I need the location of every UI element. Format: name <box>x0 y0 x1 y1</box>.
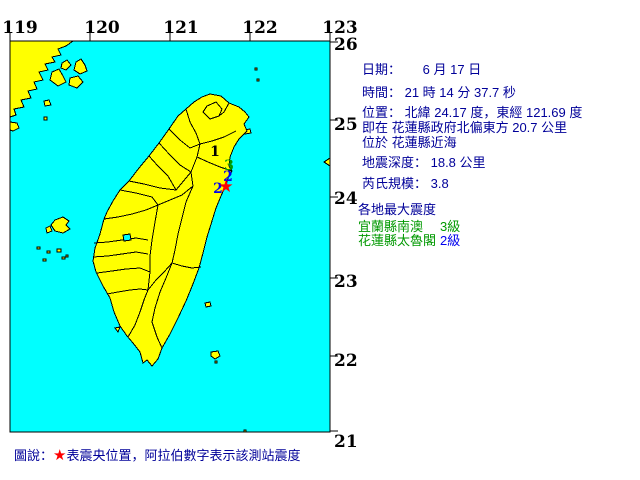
report-line-relative: 即在 花蓮縣政府北偏東方 20.7 公里 <box>362 120 568 135</box>
report-line-date: 日期： 6 月 17 日 <box>362 62 482 77</box>
latitude-ticks <box>330 41 338 432</box>
station-intensity: 3級 <box>440 219 461 234</box>
station-intensity-marker: 1 <box>210 144 220 160</box>
lon-label: 121 <box>163 18 199 38</box>
china-coast <box>9 40 75 132</box>
lat-label: 25 <box>334 115 358 135</box>
lon-label: 119 <box>2 18 38 38</box>
longitude-labels: 119 120 121 122 123 <box>2 18 358 38</box>
report-line-location: 位置： 北緯 24.17 度，東經 121.69 度 <box>362 105 583 120</box>
lon-label: 122 <box>242 18 278 38</box>
lon-label: 120 <box>84 18 120 38</box>
county-boundaries <box>92 101 237 349</box>
lat-label: 22 <box>334 351 358 371</box>
report-line-magnitude: 芮氏規模： 3.8 <box>362 176 449 191</box>
station-intensity-marker: 2 <box>213 181 223 197</box>
station-row: 宜蘭縣南澳 3級 <box>0 216 640 234</box>
station-intensity: 2級 <box>440 233 461 248</box>
legend-suffix: 表震央位置，阿拉伯數字表示該測站震度 <box>66 448 301 463</box>
longitude-ticks <box>9 33 331 41</box>
station-intensity-marker: 2 <box>223 169 233 185</box>
station-name: 宜蘭縣南澳 <box>358 219 424 234</box>
latitude-labels: 26 25 24 23 22 21 <box>334 35 358 452</box>
outlying-islands <box>36 58 331 433</box>
station-row: 花蓮縣太魯閣 2級 <box>0 230 640 248</box>
lat-label: 21 <box>334 432 358 452</box>
station-name: 花蓮縣太魯閣 <box>358 233 437 248</box>
lat-label: 23 <box>334 272 358 292</box>
lat-label: 24 <box>334 189 358 209</box>
lon-label: 123 <box>322 18 358 38</box>
legend-prefix: 圖說： <box>14 448 54 463</box>
legend: 圖說：★表震央位置，阿拉伯數字表示該測站震度 <box>14 445 300 464</box>
report-line-time: 時間： 21 時 14 分 37.7 秒 <box>362 85 516 100</box>
report-line-depth: 地震深度： 18.8 公里 <box>362 155 486 170</box>
epicenter-star: ★ <box>218 177 233 196</box>
epicenter-star-icon: ★ <box>53 447 67 464</box>
report-line-region: 位於 花蓮縣近海 <box>362 135 457 150</box>
station-intensity-marker: 3 <box>224 158 234 174</box>
lat-label: 26 <box>334 35 358 55</box>
intensity-header: 各地最大震度 <box>358 202 437 217</box>
